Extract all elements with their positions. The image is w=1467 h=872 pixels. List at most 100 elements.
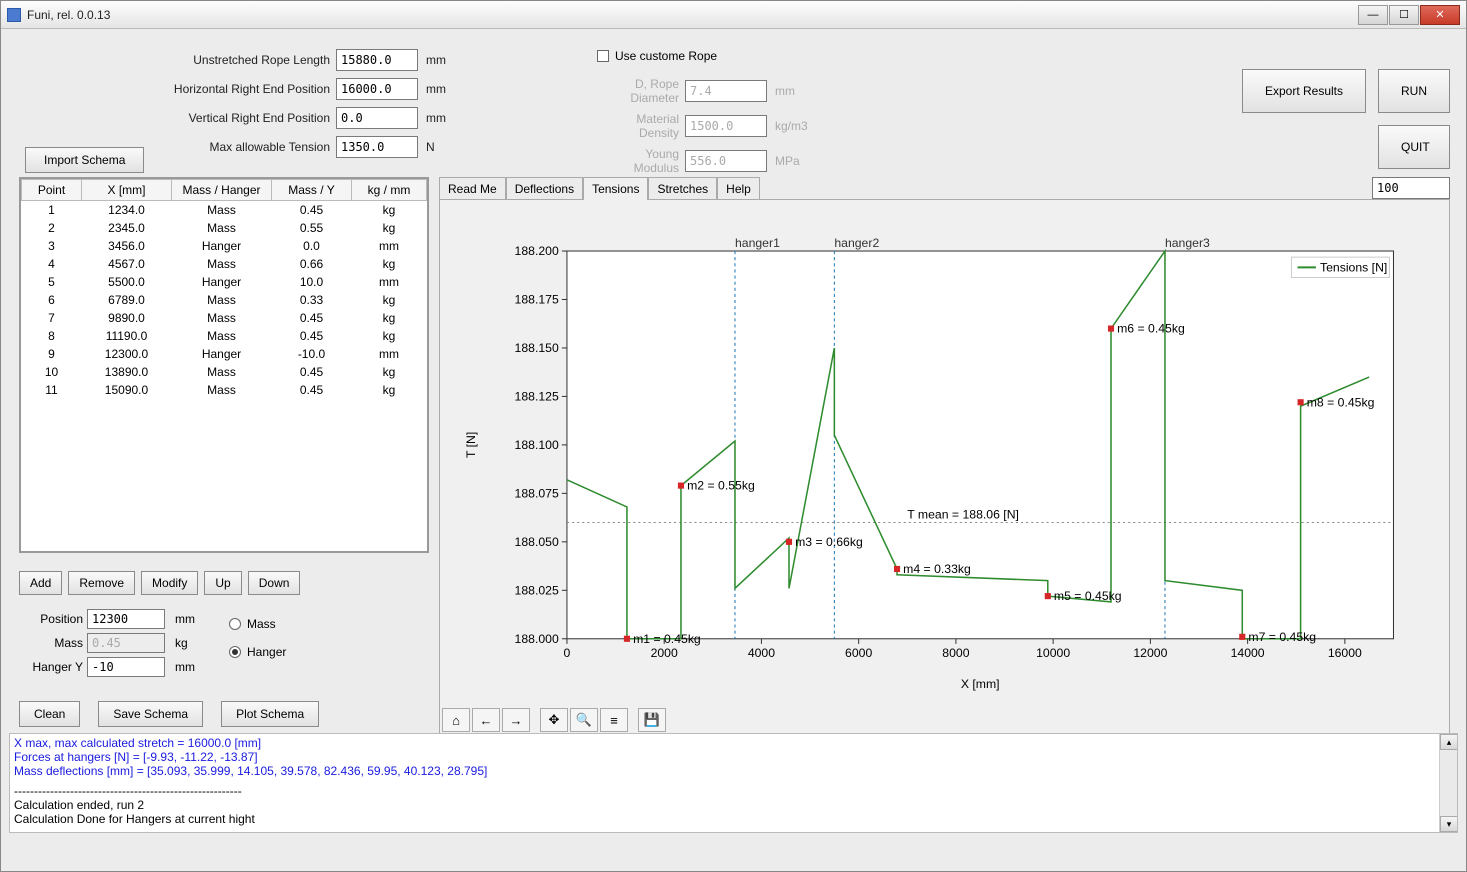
mpl-save-icon[interactable]: 💾 [638, 708, 666, 732]
log-line: X max, max calculated stretch = 16000.0 … [14, 736, 1453, 750]
position-input[interactable] [87, 609, 165, 629]
svg-text:m6 = 0.45kg: m6 = 0.45kg [1117, 322, 1185, 336]
svg-text:8000: 8000 [942, 646, 969, 660]
svg-text:14000: 14000 [1231, 646, 1265, 660]
hright-input[interactable] [336, 78, 418, 100]
window-title: Funi, rel. 0.0.13 [27, 8, 1358, 22]
svg-text:188.200: 188.200 [515, 244, 559, 258]
clean-button[interactable]: Clean [19, 701, 80, 727]
unstretched-input[interactable] [336, 49, 418, 71]
svg-text:hanger1: hanger1 [735, 236, 780, 250]
svg-text:188.050: 188.050 [515, 535, 559, 549]
tab-tensions[interactable]: Tensions [583, 177, 648, 200]
table-row[interactable]: 11234.0Mass0.45kg [22, 201, 427, 220]
table-row[interactable]: 44567.0Mass0.66kg [22, 255, 427, 273]
mass-unit: kg [175, 636, 188, 650]
table-row[interactable]: 1115090.0Mass0.45kg [22, 381, 427, 399]
mpl-pan-icon[interactable]: ✥ [540, 708, 568, 732]
log-line: Forces at hangers [N] = [-9.93, -11.22, … [14, 750, 1453, 764]
table-row[interactable]: 79890.0Mass0.45kg [22, 309, 427, 327]
tab-help[interactable]: Help [717, 177, 760, 200]
table-row[interactable]: 811190.0Mass0.45kg [22, 327, 427, 345]
radio-hanger[interactable] [229, 646, 241, 658]
log-scrollbar[interactable]: ▴ ▾ [1439, 734, 1457, 832]
svg-text:m2 = 0.55kg: m2 = 0.55kg [687, 479, 755, 493]
table-row[interactable]: 1013890.0Mass0.45kg [22, 363, 427, 381]
mpl-back-icon[interactable]: ← [472, 708, 500, 732]
table-row[interactable]: 33456.0Hanger0.0mm [22, 237, 427, 255]
svg-text:10000: 10000 [1036, 646, 1070, 660]
maxt-input[interactable] [336, 136, 418, 158]
diam-unit: mm [775, 84, 795, 98]
young-label: Young Modulus [597, 147, 685, 175]
young-input [685, 150, 767, 172]
mpl-config-icon[interactable]: ≡ [600, 708, 628, 732]
log-line: Mass deflections [mm] = [35.093, 35.999,… [14, 764, 1453, 778]
svg-text:188.000: 188.000 [515, 632, 559, 646]
close-button[interactable]: ✕ [1420, 5, 1460, 25]
th-x[interactable]: X [mm] [82, 180, 172, 201]
svg-text:16000: 16000 [1328, 646, 1362, 660]
add-button[interactable]: Add [19, 571, 62, 595]
svg-text:Tensions [N]: Tensions [N] [1320, 260, 1387, 274]
titlebar: Funi, rel. 0.0.13 — ☐ ✕ [1, 1, 1466, 29]
mpl-forward-icon[interactable]: → [502, 708, 530, 732]
svg-text:188.175: 188.175 [515, 293, 559, 307]
table-row[interactable]: 22345.0Mass0.55kg [22, 219, 427, 237]
mass-input [87, 633, 165, 653]
save-schema-button[interactable]: Save Schema [98, 701, 203, 727]
th-point[interactable]: Point [22, 180, 82, 201]
chart-area: hanger1hanger2hanger3T mean = 188.06 [N]… [439, 199, 1450, 735]
mass-label: Mass [31, 636, 83, 650]
hangery-label: Hanger Y [31, 660, 83, 674]
th-mh[interactable]: Mass / Hanger [172, 180, 272, 201]
svg-text:188.125: 188.125 [515, 390, 559, 404]
table-row[interactable]: 55500.0Hanger10.0mm [22, 273, 427, 291]
th-unit[interactable]: kg / mm [352, 180, 427, 201]
hright-label: Horizontal Right End Position [1, 82, 336, 96]
svg-text:X [mm]: X [mm] [961, 677, 1000, 691]
unstretched-unit: mm [426, 53, 446, 67]
hangery-input[interactable] [87, 657, 165, 677]
table-row[interactable]: 912300.0Hanger-10.0mm [22, 345, 427, 363]
svg-text:T mean = 188.06 [N]: T mean = 188.06 [N] [907, 507, 1019, 521]
tab-readme[interactable]: Read Me [439, 177, 506, 200]
log-line: Calculation Done for Hangers at current … [14, 812, 1453, 826]
svg-text:188.075: 188.075 [515, 486, 559, 500]
tab-stretches[interactable]: Stretches [648, 177, 717, 200]
minimize-button[interactable]: — [1358, 5, 1388, 25]
unstretched-label: Unstretched Rope Length [1, 53, 336, 67]
radio-mass[interactable] [229, 618, 241, 630]
custom-rope-checkbox[interactable] [597, 50, 609, 62]
mpl-zoom-icon[interactable]: 🔍 [570, 708, 598, 732]
diam-input [685, 80, 767, 102]
plot-schema-button[interactable]: Plot Schema [221, 701, 319, 727]
mpl-home-icon[interactable]: ⌂ [442, 708, 470, 732]
import-schema-button[interactable]: Import Schema [25, 147, 144, 173]
quit-button[interactable]: QUIT [1378, 125, 1450, 169]
position-label: Position [31, 612, 83, 626]
diam-label: D, Rope Diameter [597, 77, 685, 105]
points-table[interactable]: Point X [mm] Mass / Hanger Mass / Y kg /… [19, 177, 429, 553]
down-button[interactable]: Down [248, 571, 301, 595]
svg-text:0: 0 [564, 646, 571, 660]
tab-deflections[interactable]: Deflections [506, 177, 583, 200]
up-button[interactable]: Up [204, 571, 241, 595]
export-results-button[interactable]: Export Results [1242, 69, 1366, 113]
remove-button[interactable]: Remove [68, 571, 135, 595]
log-output: X max, max calculated stretch = 16000.0 … [9, 733, 1458, 833]
radio-hanger-label: Hanger [247, 645, 286, 659]
svg-text:m4 = 0.33kg: m4 = 0.33kg [903, 562, 971, 576]
position-unit: mm [175, 612, 195, 626]
vright-input[interactable] [336, 107, 418, 129]
th-my[interactable]: Mass / Y [272, 180, 352, 201]
run-button[interactable]: RUN [1378, 69, 1450, 113]
table-row[interactable]: 66789.0Mass0.33kg [22, 291, 427, 309]
svg-text:12000: 12000 [1133, 646, 1167, 660]
hright-unit: mm [426, 82, 446, 96]
modify-button[interactable]: Modify [141, 571, 198, 595]
vright-unit: mm [426, 111, 446, 125]
svg-text:m1 = 0.45kg: m1 = 0.45kg [633, 632, 701, 646]
svg-text:T [N]: T [N] [464, 432, 478, 458]
maximize-button[interactable]: ☐ [1389, 5, 1419, 25]
